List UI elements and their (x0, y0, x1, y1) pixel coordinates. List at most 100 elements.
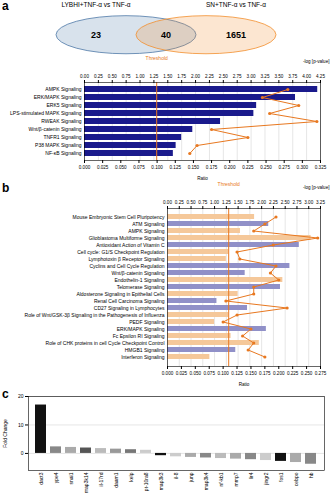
svg-text:fos1: fos1 (278, 472, 284, 482)
svg-text:P38 MAPK Signaling: P38 MAPK Signaling (35, 142, 82, 148)
svg-text:Aldosterone Signaling in Epith: Aldosterone Signaling in Epithelial Cell… (76, 291, 165, 297)
svg-text:0.325: 0.325 (315, 165, 327, 170)
svg-text:0.50: 0.50 (187, 200, 196, 205)
svg-text:0.000: 0.000 (162, 371, 174, 376)
svg-text:0.175: 0.175 (206, 165, 218, 170)
svg-text:Ratio: Ratio (239, 382, 250, 387)
svg-text:SN+TNF-α vs TNF-α: SN+TNF-α vs TNF-α (206, 1, 266, 8)
svg-text:0.000: 0.000 (79, 165, 91, 170)
svg-text:Glioblastoma Multiforme Signal: Glioblastoma Multiforme Signaling (89, 235, 165, 241)
svg-text:1.75: 1.75 (245, 200, 254, 205)
svg-text:0.025: 0.025 (97, 165, 109, 170)
svg-text:0.75: 0.75 (198, 200, 207, 205)
svg-text:0.025: 0.025 (176, 371, 188, 376)
svg-text:4.00: 4.00 (302, 74, 311, 79)
svg-text:0.00: 0.00 (163, 200, 172, 205)
svg-text:NF-κB Signaling: NF-κB Signaling (45, 150, 81, 156)
svg-text:0: 0 (21, 450, 24, 456)
svg-text:3.50: 3.50 (274, 74, 283, 79)
svg-text:PEDF Signaling: PEDF Signaling (129, 319, 165, 325)
svg-text:map3k14: map3k14 (83, 472, 89, 493)
svg-text:0.100: 0.100 (217, 371, 229, 376)
svg-text:0.00: 0.00 (80, 74, 89, 79)
svg-text:40: 40 (161, 30, 171, 40)
svg-text:ATM Signaling: ATM Signaling (132, 221, 164, 227)
svg-text:0.25: 0.25 (175, 200, 184, 205)
svg-text:0.150: 0.150 (188, 165, 200, 170)
svg-text:-log [p-value]: -log [p-value] (303, 185, 330, 190)
svg-text:Fc Epsilon RI Signaling: Fc Epsilon RI Signaling (113, 333, 165, 339)
svg-text:0.100: 0.100 (151, 165, 163, 170)
svg-text:dact3: dact3 (38, 472, 44, 484)
svg-text:0.250: 0.250 (260, 165, 272, 170)
svg-text:CD27 Signaling in Lymphocytes: CD27 Signaling in Lymphocytes (94, 305, 165, 311)
svg-text:cebpo: cebpo (293, 472, 299, 486)
svg-text:23: 23 (91, 30, 101, 40)
svg-text:LPS-stimulated MAPK Signaling: LPS-stimulated MAPK Signaling (10, 110, 82, 116)
svg-text:0.075: 0.075 (133, 165, 145, 170)
svg-text:0.300: 0.300 (297, 165, 309, 170)
svg-text:ERK/MAPK Signaling: ERK/MAPK Signaling (34, 94, 82, 100)
svg-text:4.25: 4.25 (316, 74, 325, 79)
svg-text:snai1: snai1 (68, 472, 74, 484)
svg-text:Cell cycle: G1/S Checkpoint Re: Cell cycle: G1/S Checkpoint Regulation (77, 249, 164, 255)
svg-text:0.075: 0.075 (203, 371, 215, 376)
svg-text:TNFR1 Signaling: TNFR1 Signaling (43, 134, 81, 140)
svg-text:Antioxidant Action of Vitamin: Antioxidant Action of Vitamin C (96, 242, 165, 248)
svg-text:nf-kb1: nf-kb1 (218, 472, 224, 486)
svg-text:Endothelin-1 Signaling: Endothelin-1 Signaling (114, 277, 164, 283)
svg-text:Mouse Embryonic Stem Cell Plur: Mouse Embryonic Stem Cell Pluripotency (73, 214, 165, 220)
svg-text:RWEAK Signaling: RWEAK Signaling (41, 118, 81, 124)
svg-text:kelp: kelp (128, 472, 134, 481)
svg-text:Role of CHK proteins in cell C: Role of CHK proteins in cell Cycle Check… (46, 340, 165, 346)
svg-text:Threshold: Threshold (146, 56, 168, 61)
svg-text:0.75: 0.75 (122, 74, 131, 79)
svg-text:3.25: 3.25 (316, 200, 325, 205)
svg-text:LYBHI+TNF-α vs TNF-α: LYBHI+TNF-α vs TNF-α (61, 1, 130, 8)
svg-text:ype4: ype4 (53, 472, 59, 483)
svg-text:1.75: 1.75 (177, 74, 186, 79)
svg-text:1.00: 1.00 (210, 200, 219, 205)
svg-text:HMGB1 Signaling: HMGB1 Signaling (125, 347, 165, 353)
svg-text:0.250: 0.250 (301, 371, 313, 376)
svg-text:Telomerase Signaling: Telomerase Signaling (117, 284, 165, 290)
svg-text:map3k4: map3k4 (203, 472, 209, 490)
svg-text:2.25: 2.25 (205, 74, 214, 79)
svg-text:pt-10ra8: pt-10ra8 (143, 472, 149, 491)
svg-text:daam1: daam1 (113, 472, 119, 488)
svg-text:AMPK Signaling: AMPK Signaling (128, 228, 164, 234)
svg-text:0.275: 0.275 (315, 371, 327, 376)
svg-text:2.00: 2.00 (257, 200, 266, 205)
svg-text:0.275: 0.275 (278, 165, 290, 170)
svg-text:Interferon Signaling: Interferon Signaling (121, 354, 165, 360)
svg-text:ERK/MAPK Signaling: ERK/MAPK Signaling (117, 326, 165, 332)
svg-text:Threshold: Threshold (218, 182, 240, 187)
svg-text:il-17rd: il-17rd (98, 472, 104, 486)
svg-text:1.50: 1.50 (163, 74, 172, 79)
svg-text:ERK5 Signaling: ERK5 Signaling (46, 102, 81, 108)
svg-text:0.150: 0.150 (245, 371, 257, 376)
svg-text:1.25: 1.25 (222, 200, 231, 205)
svg-text:hb: hb (308, 472, 314, 478)
svg-text:-log [p-value]: -log [p-value] (303, 59, 330, 64)
svg-text:0.175: 0.175 (259, 371, 271, 376)
svg-text:3.75: 3.75 (288, 74, 297, 79)
svg-text:il-8: il-8 (173, 472, 179, 479)
svg-text:1651: 1651 (226, 30, 246, 40)
svg-text:0.50: 0.50 (108, 74, 117, 79)
svg-text:jingr2: jingr2 (263, 472, 269, 485)
svg-text:0.125: 0.125 (170, 165, 182, 170)
svg-text:lir4: lir4 (248, 472, 254, 479)
svg-text:0.25: 0.25 (94, 74, 103, 79)
svg-text:1.50: 1.50 (234, 200, 243, 205)
svg-text:2.50: 2.50 (281, 200, 290, 205)
svg-text:0.200: 0.200 (273, 371, 285, 376)
svg-text:mmp7: mmp7 (233, 472, 239, 486)
svg-text:Wnt/β-catenin Signaling: Wnt/β-catenin Signaling (29, 126, 82, 132)
svg-text:0.225: 0.225 (242, 165, 254, 170)
svg-text:2.50: 2.50 (219, 74, 228, 79)
svg-text:Wnt/β-catenin Signaling: Wnt/β-catenin Signaling (112, 270, 165, 276)
svg-text:20: 20 (18, 393, 24, 399)
svg-text:3.00: 3.00 (247, 74, 256, 79)
svg-text:3.00: 3.00 (304, 200, 313, 205)
